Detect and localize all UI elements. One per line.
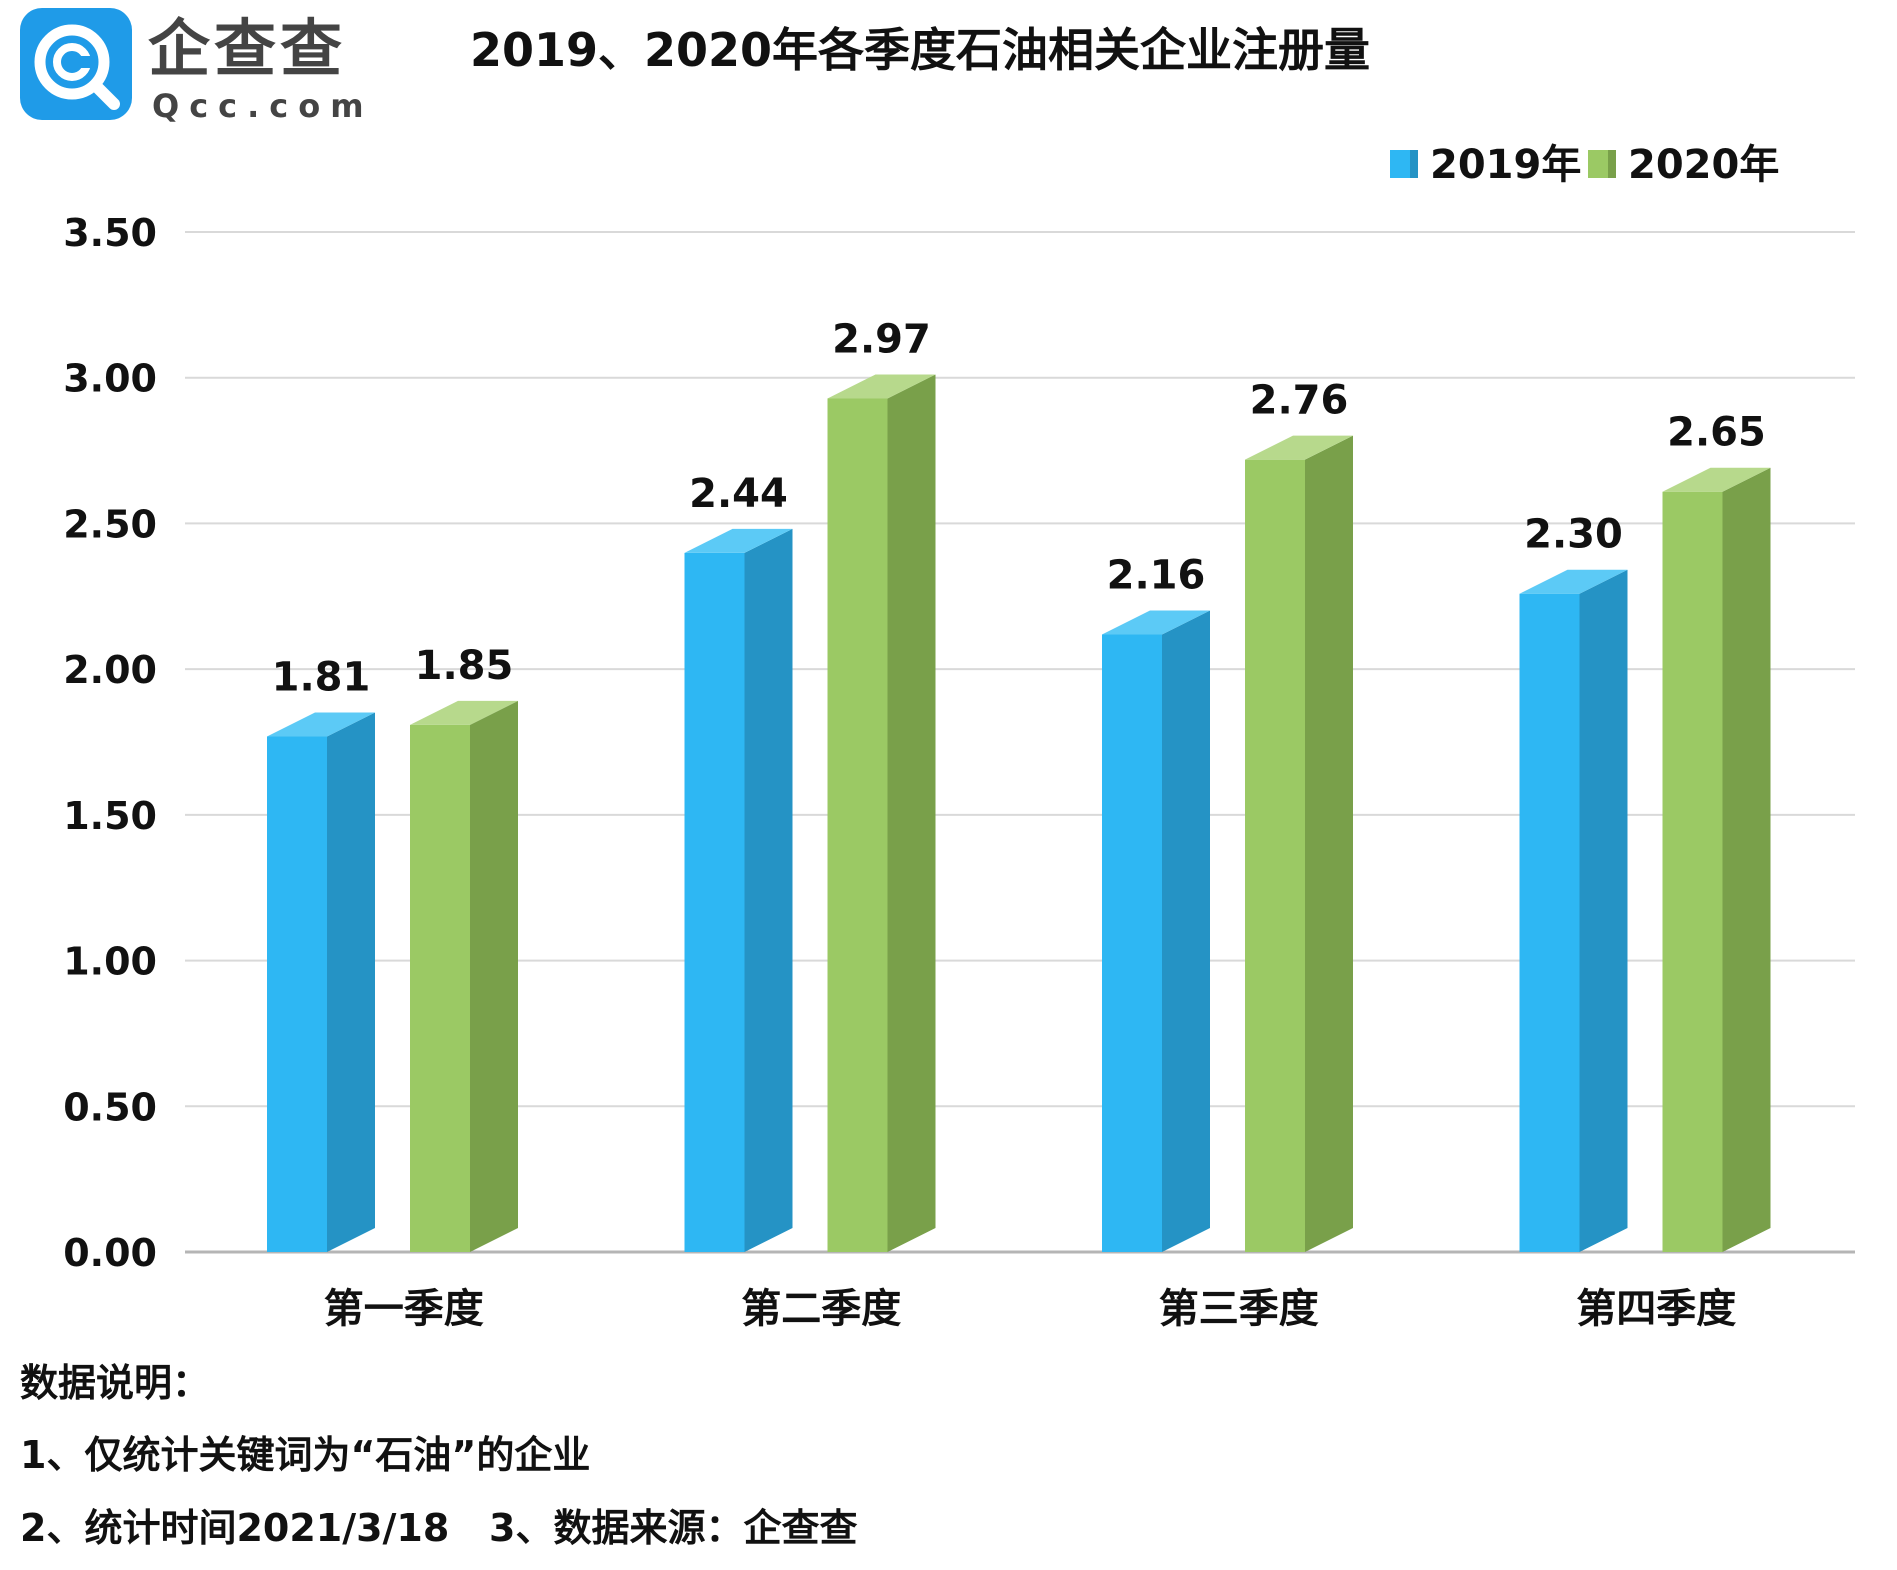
notes-line-2-time: 2、统计时间2021/3/18 — [20, 1506, 450, 1550]
y-tick-label: 0.50 — [63, 1085, 157, 1129]
bar-top — [1245, 435, 1353, 460]
y-tick-label: 3.50 — [63, 211, 157, 255]
bar-1-1 — [267, 712, 375, 1252]
bar-front — [1662, 491, 1723, 1252]
legend-swatch — [1588, 150, 1608, 178]
bar-top — [1519, 569, 1628, 594]
legend-label: 2020年 — [1628, 142, 1779, 188]
bar-1-4 — [1519, 569, 1628, 1252]
legend-item-2: 2020年 — [1588, 142, 1779, 188]
bar-2-3 — [1245, 435, 1353, 1253]
value-label: 2.16 — [1107, 553, 1206, 599]
bar-top — [267, 712, 375, 737]
x-tick-label: 第一季度 — [324, 1286, 484, 1332]
bar-side — [1162, 610, 1210, 1252]
bar-2-1 — [410, 700, 518, 1252]
value-labels: 1.81 1.85 2.44 2.97 2.16 2.76 2.30 2.65 — [272, 316, 1766, 700]
y-tick-label: 2.00 — [63, 648, 157, 692]
legend: 2019年 2020年 — [1390, 142, 1779, 188]
bar-top — [1662, 467, 1771, 492]
bar-chart: 0.000.501.001.502.002.503.003.50 1.81 1.8… — [63, 142, 1855, 1332]
value-label: 2.44 — [689, 471, 788, 517]
x-axis: 第一季度 第二季度 第三季度 第四季度 — [324, 1286, 1737, 1332]
bar-top — [1102, 610, 1210, 635]
notes-line-1: 1、仅统计关键词为“石油”的企业 — [20, 1433, 591, 1477]
bar-front — [410, 724, 470, 1252]
bar-top — [684, 528, 793, 553]
legend-swatch-side — [1608, 150, 1616, 178]
bars — [267, 374, 1771, 1253]
y-tick-label: 0.00 — [63, 1231, 157, 1275]
x-tick-label: 第三季度 — [1159, 1286, 1319, 1332]
bar-top — [827, 374, 936, 399]
value-label: 2.65 — [1667, 410, 1766, 456]
legend-swatch — [1390, 150, 1410, 178]
notes-line-2: 2、统计时间2021/3/18 3、数据来源：企查查 — [20, 1505, 857, 1551]
qcc-logo-icon — [20, 8, 132, 120]
y-tick-label: 2.50 — [63, 502, 157, 546]
bar-front — [684, 552, 745, 1252]
notes-line-2-source: 3、数据来源：企查查 — [489, 1506, 858, 1550]
value-label: 1.81 — [272, 655, 371, 701]
bar-side — [1579, 569, 1628, 1252]
bar-side — [887, 374, 936, 1252]
y-tick-label: 1.50 — [63, 794, 157, 838]
bar-2-2 — [827, 374, 936, 1252]
value-label: 1.85 — [415, 643, 514, 689]
bar-side — [470, 700, 518, 1252]
bar-side — [327, 712, 375, 1252]
bar-front — [827, 398, 888, 1252]
magnifier-c-icon — [34, 24, 120, 110]
value-label: 2.30 — [1524, 512, 1623, 558]
y-axis: 0.00 0.50 1.00 1.50 2.00 2.50 3.00 3.50 — [63, 211, 157, 1275]
notes-heading: 数据说明： — [20, 1361, 211, 1405]
bar-2-4 — [1662, 467, 1771, 1252]
legend-swatch-side — [1410, 150, 1418, 178]
bar-front — [267, 736, 327, 1252]
logo-name: 企查查 — [148, 12, 347, 85]
logo-domain: Qcc.com — [152, 87, 374, 125]
bar-top — [410, 700, 518, 725]
y-tick-label: 3.00 — [63, 357, 157, 401]
value-label: 2.97 — [832, 316, 931, 362]
y-tick-label: 1.00 — [63, 940, 157, 984]
qcc-logo: 企查查 Qcc.com — [20, 8, 364, 128]
bar-1-2 — [684, 528, 793, 1252]
x-tick-label: 第二季度 — [741, 1286, 901, 1332]
legend-item-1: 2019年 — [1390, 142, 1581, 188]
bar-side — [744, 528, 793, 1252]
legend-label: 2019年 — [1430, 142, 1581, 188]
bar-side — [1722, 467, 1771, 1252]
bar-front — [1519, 593, 1580, 1252]
bar-front — [1245, 459, 1305, 1253]
bar-front — [1102, 634, 1162, 1252]
chart-title: 2019、2020年各季度石油相关企业注册量 — [470, 23, 1371, 77]
value-label: 2.76 — [1250, 378, 1349, 424]
x-tick-label: 第四季度 — [1576, 1286, 1736, 1332]
bar-1-3 — [1102, 610, 1210, 1252]
bar-side — [1305, 435, 1353, 1253]
